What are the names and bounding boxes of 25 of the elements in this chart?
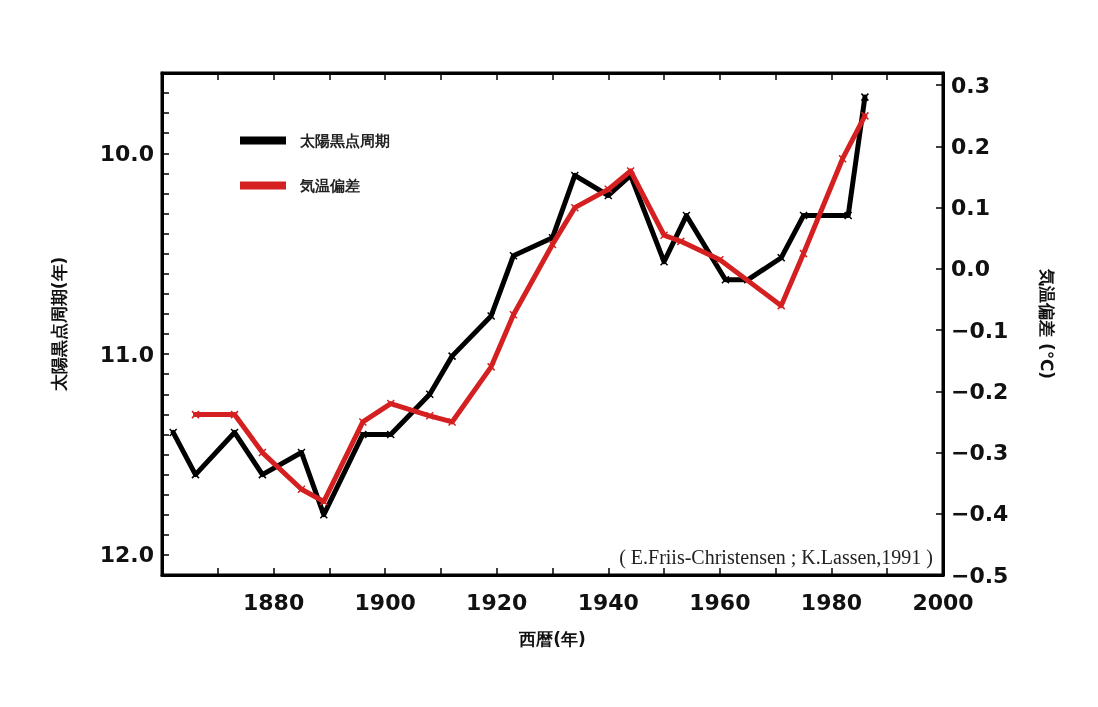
y2-tick-label: −0.3 [951,440,1009,466]
x-tick-label: 1920 [466,589,528,615]
y-tick-label: 10.0 [99,140,154,166]
y2-tick-label: −0.1 [951,317,1009,343]
y-axis-title: 太陽黒点周期(年) [48,256,69,393]
x-tick-label: 1980 [800,589,863,615]
legend-label: 太陽黒点周期 [299,131,390,150]
x-tick-label: 2000 [912,589,974,615]
x-tick-label: 1900 [354,589,416,615]
y-tick-label: 12.0 [99,542,154,568]
y2-axis-title: 気温偏差 (℃) [1036,267,1057,380]
y2-tick-label: −0.5 [951,562,1009,588]
x-axis-title: 西暦(年) [518,628,586,649]
y2-tick-label: −0.4 [951,501,1009,527]
y2-tick-label: 0.0 [951,256,990,282]
annotation: ( E.Friis-Christensen ; K.Lassen,1991 ) [619,546,934,569]
y-tick-label: 11.0 [99,341,154,367]
y2-tick-label: 0.1 [951,195,990,221]
legend-label: 気温偏差 [299,176,360,195]
x-tick-label: 1960 [689,589,751,615]
y2-tick-label: 0.3 [951,72,990,98]
y2-tick-label: 0.2 [951,133,990,159]
y2-tick-label: −0.2 [951,378,1009,404]
x-tick-label: 1940 [577,589,639,615]
x-tick-label: 1880 [242,589,305,615]
